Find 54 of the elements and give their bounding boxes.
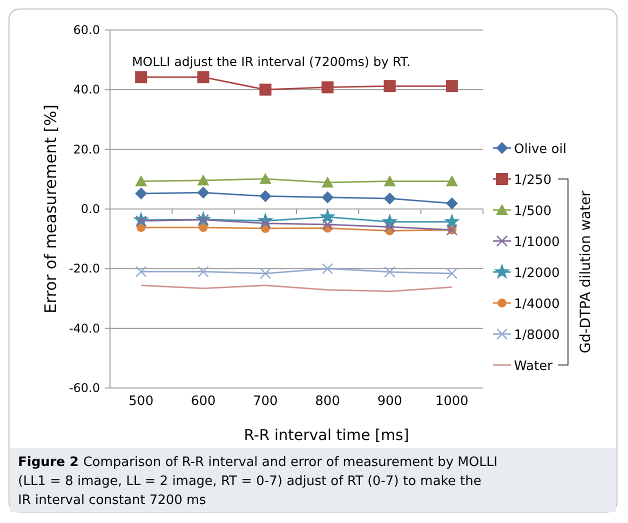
legend-label: Olive oil bbox=[514, 142, 566, 157]
point bbox=[384, 175, 396, 186]
point bbox=[198, 266, 209, 278]
point bbox=[320, 208, 336, 224]
x-tick-label: 900 bbox=[377, 394, 402, 409]
point bbox=[384, 192, 396, 205]
x-tick-label: 800 bbox=[315, 394, 340, 409]
point bbox=[446, 268, 458, 280]
point bbox=[259, 84, 272, 96]
legend-label: 1/1000 bbox=[514, 235, 560, 250]
x-tick-label: 1000 bbox=[435, 394, 468, 409]
legend-label: 1/2000 bbox=[514, 266, 560, 281]
y-tick-label: -20.0 bbox=[68, 262, 100, 276]
point bbox=[322, 191, 334, 204]
point bbox=[135, 71, 148, 84]
point bbox=[446, 197, 458, 210]
legend-label: 1/4000 bbox=[514, 297, 560, 312]
point bbox=[260, 268, 272, 280]
point bbox=[197, 186, 210, 199]
x-tick-label: 600 bbox=[190, 394, 216, 409]
caption: Figure 2 bbox=[18, 455, 84, 470]
point bbox=[384, 80, 396, 92]
y-tick-label: -60.0 bbox=[68, 381, 100, 395]
point bbox=[135, 266, 147, 278]
y-tick-label: -40.0 bbox=[68, 321, 100, 336]
y-tick-label: 40.0 bbox=[73, 82, 100, 97]
point bbox=[135, 175, 148, 186]
y-tick-label: 0.0 bbox=[80, 202, 100, 216]
point bbox=[446, 80, 458, 92]
y-tick-label: 20.0 bbox=[73, 142, 100, 156]
legend-label: Water bbox=[514, 359, 554, 374]
x-tick-label: 500 bbox=[128, 394, 154, 409]
point bbox=[446, 175, 458, 186]
legend-label: 1/500 bbox=[514, 204, 552, 219]
y-tick-label: 60.0 bbox=[73, 23, 100, 37]
point bbox=[135, 187, 148, 200]
x-axis-title: R-R interval time [ms] bbox=[244, 426, 410, 444]
legend-label: 1/8000 bbox=[514, 328, 560, 343]
point bbox=[322, 263, 334, 274]
point bbox=[197, 174, 210, 186]
point bbox=[444, 213, 460, 229]
point bbox=[384, 266, 396, 278]
point bbox=[259, 190, 272, 202]
point bbox=[197, 71, 210, 84]
text: Gd-DTPA dilution water bbox=[578, 190, 594, 354]
annotation: MOLLI adjust the IR interval (7200ms) by RT. bbox=[132, 54, 410, 69]
y-axis-title: Error of measurement [%] bbox=[41, 104, 60, 314]
point bbox=[322, 176, 334, 188]
point bbox=[198, 222, 208, 232]
legend-label: 1/250 bbox=[514, 173, 552, 188]
x-tick-label: 700 bbox=[253, 394, 278, 409]
point bbox=[322, 218, 334, 230]
point bbox=[259, 172, 272, 184]
point bbox=[322, 81, 334, 94]
